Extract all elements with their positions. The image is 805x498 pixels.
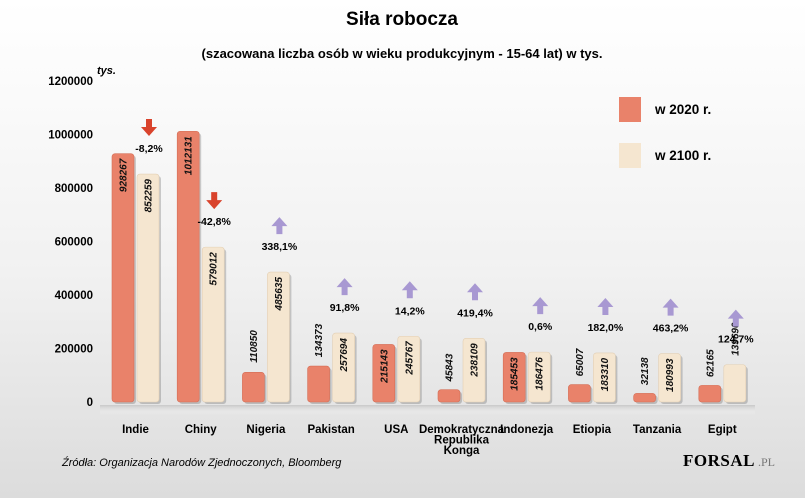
bar-value-label: 485635 bbox=[274, 277, 285, 312]
bar-2100 bbox=[332, 332, 355, 403]
category-label: Indonezja bbox=[500, 424, 554, 436]
bar-value-label: 65007 bbox=[575, 348, 586, 376]
change-annotations: -8,2% -42,8% 338,1% 91,8% 14,2% 419,4% 0,6% 182… bbox=[135, 119, 754, 346]
arrow-up-icon bbox=[727, 309, 744, 327]
change-percent-label: 338,1% bbox=[262, 241, 298, 253]
change-percent-label: 463,2% bbox=[653, 323, 689, 335]
bar-2020 bbox=[111, 153, 135, 403]
bar-2020 bbox=[176, 130, 200, 403]
bar-value-label: 257694 bbox=[339, 338, 350, 373]
bar-value-label: 45843 bbox=[445, 353, 456, 382]
bar-2020 bbox=[633, 393, 656, 403]
brand-logo: FORSAL .PL bbox=[683, 451, 775, 470]
y-tick-label: 200000 bbox=[55, 344, 93, 356]
bar-2020 bbox=[372, 344, 396, 403]
bar-value-label: 579012 bbox=[209, 252, 220, 286]
bar-value-label: 62165 bbox=[705, 349, 716, 377]
y-tick-label: 400000 bbox=[55, 290, 93, 302]
bar-value-label: 139690 bbox=[730, 322, 741, 356]
arrow-up-icon bbox=[662, 298, 679, 316]
source-note: Źródła: Organizacja Narodów Zjednoczonyc… bbox=[61, 456, 342, 469]
bar-value-label: 238109 bbox=[470, 343, 481, 378]
bar-value-label: 180993 bbox=[665, 358, 676, 392]
legend-label-2100: w 2100 r. bbox=[654, 148, 711, 163]
legend-label-2020: w 2020 r. bbox=[654, 102, 711, 117]
arrow-up-icon bbox=[467, 283, 483, 301]
y-axis-ticks: 0 200000 400000 600000 800000 1000000 1200000 bbox=[48, 76, 93, 409]
bar-value-label: 245767 bbox=[404, 341, 415, 376]
category-label: Tanzania bbox=[633, 424, 682, 436]
category-label: Chiny bbox=[185, 424, 218, 436]
plot-floor bbox=[100, 405, 755, 415]
bars: 928267 852259 1012131 579012 110850 485635 134… bbox=[111, 130, 748, 405]
category-label: Etiopia bbox=[573, 424, 612, 436]
category-label: Republika bbox=[434, 435, 490, 447]
bar-value-label: 1012131 bbox=[184, 136, 195, 175]
bar-2020 bbox=[568, 384, 591, 403]
bar-2100 bbox=[462, 338, 486, 403]
arrow-up-icon bbox=[597, 297, 614, 315]
bar-2020 bbox=[698, 385, 722, 403]
bar-2100 bbox=[397, 335, 421, 403]
bar-2100 bbox=[723, 364, 747, 403]
bar-value-label: 183310 bbox=[600, 358, 611, 392]
bar-value-label: 110850 bbox=[249, 330, 260, 363]
arrow-down-icon bbox=[141, 119, 157, 137]
category-label: Egipt bbox=[708, 424, 737, 436]
change-percent-label: 124,7% bbox=[718, 334, 754, 346]
change-percent-label: -8,2% bbox=[135, 143, 163, 155]
category-label: Konga bbox=[444, 445, 480, 457]
y-axis-label: tys. bbox=[97, 65, 116, 77]
bar-value-label: 215143 bbox=[379, 349, 390, 384]
change-percent-label: 14,2% bbox=[395, 305, 425, 317]
arrow-up-icon bbox=[532, 297, 549, 315]
chart-subtitle: (szacowana liczba osób w wieku produkcyj… bbox=[202, 46, 603, 61]
category-label: USA bbox=[384, 424, 408, 436]
bar-2100 bbox=[658, 353, 681, 403]
arrow-down-icon bbox=[206, 192, 223, 210]
bar-2020 bbox=[502, 352, 526, 403]
category-labels: Indie Chiny Nigeria Pakistan USA Demokratyczn… bbox=[122, 424, 737, 457]
chart-title: Siła robocza bbox=[346, 9, 458, 30]
bar-value-label: 852259 bbox=[144, 179, 155, 213]
y-tick-label: 1200000 bbox=[48, 76, 93, 88]
bar-2100 bbox=[136, 173, 160, 403]
y-tick-label: 800000 bbox=[55, 183, 93, 195]
legend-swatch-2100 bbox=[619, 143, 641, 168]
change-percent-label: 182,0% bbox=[588, 322, 624, 334]
bar-value-label: 134373 bbox=[314, 323, 325, 357]
category-label: Nigeria bbox=[246, 424, 286, 436]
legend: w 2020 r. w 2100 r. bbox=[619, 97, 711, 168]
change-percent-label: 91,8% bbox=[330, 302, 360, 314]
bar-value-label: 186476 bbox=[535, 357, 546, 391]
bar-2020 bbox=[242, 372, 265, 403]
arrow-up-icon bbox=[401, 281, 418, 299]
bar-2100 bbox=[267, 271, 290, 403]
change-percent-label: 0,6% bbox=[528, 321, 553, 333]
arrow-up-icon bbox=[271, 217, 288, 235]
bar-2020 bbox=[307, 365, 330, 403]
bar-2100 bbox=[527, 351, 551, 403]
y-tick-label: 1000000 bbox=[48, 130, 93, 142]
arrow-up-icon bbox=[336, 278, 353, 296]
category-label: Indie bbox=[122, 424, 149, 436]
bar-2020 bbox=[437, 389, 461, 403]
y-tick-label: 0 bbox=[87, 397, 93, 409]
bar-value-label: 32138 bbox=[640, 357, 651, 385]
change-percent-label: 419,4% bbox=[457, 307, 493, 319]
bar-value-label: 185453 bbox=[510, 357, 521, 391]
y-tick-label: 600000 bbox=[55, 237, 93, 249]
brand-suffix: .PL bbox=[758, 455, 775, 469]
category-label: Pakistan bbox=[307, 424, 354, 436]
category-label: Demokratyczna bbox=[419, 424, 505, 436]
brand-name: FORSAL bbox=[683, 451, 755, 470]
bar-value-label: 928267 bbox=[119, 158, 130, 192]
legend-swatch-2020 bbox=[619, 97, 641, 122]
bar-2100 bbox=[201, 246, 225, 403]
change-percent-label: -42,8% bbox=[198, 216, 232, 228]
bar-2100 bbox=[593, 352, 616, 403]
